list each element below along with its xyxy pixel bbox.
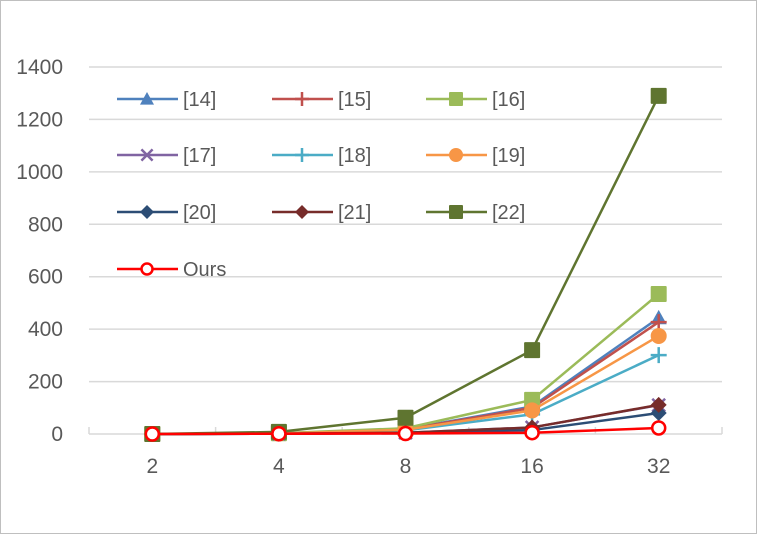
legend-label: [18] <box>338 145 371 167</box>
legend-item: [20] <box>117 202 216 224</box>
plus-marker <box>650 347 667 364</box>
series-ours <box>144 420 667 442</box>
x-tick-label: 8 <box>400 455 412 478</box>
series-line <box>152 95 660 436</box>
legend-item: [16] <box>426 89 525 111</box>
square-marker <box>397 409 414 426</box>
diamond-marker <box>650 405 667 422</box>
legend-label: [22] <box>492 202 525 224</box>
legend: [14] [15] [16] [17] [18] [19] [20] [21] [22] Ours <box>117 89 525 281</box>
legend-label: [21] <box>338 202 371 224</box>
square-marker <box>449 92 463 106</box>
x-tick-label: 32 <box>647 455 670 478</box>
legend-item: [14] <box>117 89 216 111</box>
legend-label: [16] <box>492 89 525 111</box>
circle-marker <box>449 148 463 162</box>
legend-label: [19] <box>492 145 525 167</box>
plus-marker <box>295 92 309 106</box>
series-lines <box>144 87 667 442</box>
x-tick-label: 16 <box>520 455 543 478</box>
square-marker <box>524 342 541 359</box>
legend-item: [18] <box>272 145 371 167</box>
y-axis: 0 200 400 600 800 1000 1200 1400 <box>16 56 63 446</box>
y-tick-label: 1000 <box>16 161 63 184</box>
legend-item: Ours <box>117 259 226 281</box>
x-marker <box>140 148 154 162</box>
open-circle-marker <box>140 262 154 276</box>
y-tick-label: 600 <box>28 266 63 289</box>
legend-label: [15] <box>338 89 371 111</box>
legend-label: [17] <box>183 145 216 167</box>
legend-label: [14] <box>183 89 216 111</box>
x-tick-label: 2 <box>146 455 158 478</box>
legend-item: [19] <box>426 145 525 167</box>
y-tick-label: 1200 <box>16 108 63 131</box>
y-tick-label: 200 <box>28 371 63 394</box>
x-tick-label: 4 <box>273 455 285 478</box>
y-tick-label: 800 <box>28 213 63 236</box>
legend-item: [17] <box>117 145 216 167</box>
diamond-marker <box>295 205 309 219</box>
square-marker <box>650 286 667 303</box>
square-marker <box>650 87 667 104</box>
legend-item: [21] <box>272 202 371 224</box>
open-circle-marker <box>397 425 414 442</box>
open-circle-marker <box>271 425 287 442</box>
diamond-marker <box>140 205 154 219</box>
gridlines <box>89 66 722 383</box>
square-marker <box>449 205 463 219</box>
legend-label: [20] <box>183 202 216 224</box>
open-circle-marker <box>144 426 161 442</box>
circle-marker <box>524 402 541 419</box>
diamond-marker <box>650 396 667 413</box>
legend-item: [22] <box>426 202 525 224</box>
triangle-marker <box>140 92 154 105</box>
open-circle-marker <box>524 424 540 441</box>
open-circle-marker <box>650 420 667 436</box>
y-tick-label: 400 <box>28 318 63 341</box>
plus-marker <box>650 314 667 331</box>
y-tick-label: 1400 <box>16 56 63 79</box>
circle-marker <box>650 327 667 344</box>
legend-item: [15] <box>272 89 371 111</box>
y-tick-label: 0 <box>51 423 63 446</box>
plus-marker <box>295 148 309 162</box>
legend-label: Ours <box>183 259 226 281</box>
